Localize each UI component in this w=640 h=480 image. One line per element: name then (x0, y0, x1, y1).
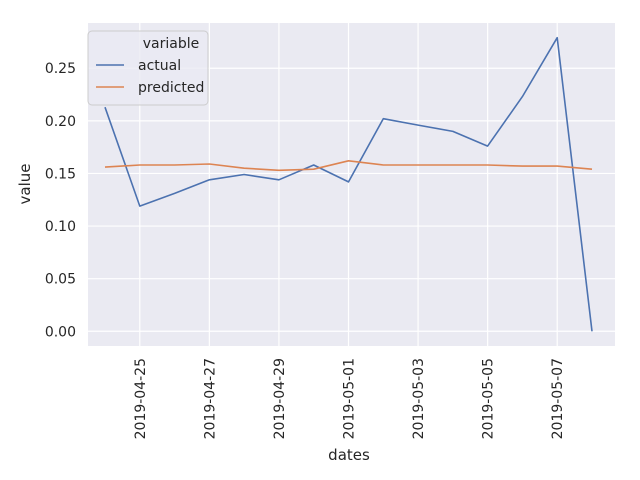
y-tick-label: 0.25 (45, 61, 76, 77)
x-tick-label: 2019-04-25 (133, 358, 149, 439)
y-tick-label: 0.15 (45, 166, 76, 182)
y-tick-label: 0.00 (45, 324, 76, 340)
series-line-actual (104, 36, 593, 332)
x-tick-label: 2019-04-27 (202, 358, 218, 439)
y-tick-label: 0.20 (45, 114, 76, 130)
x-tick-label: 2019-05-07 (550, 358, 566, 439)
y-tick-label: 0.05 (45, 272, 76, 288)
legend-label-predicted: predicted (138, 80, 204, 96)
x-tick-label: 2019-05-03 (411, 358, 427, 439)
y-axis-label: value (16, 164, 34, 205)
legend-title: variable (143, 36, 199, 52)
x-tick-label: 2019-04-29 (272, 358, 288, 439)
x-axis-label: dates (328, 446, 370, 464)
y-tick-label: 0.10 (45, 219, 76, 235)
legend-label-actual: actual (138, 58, 181, 74)
x-tick-label: 2019-05-01 (342, 358, 358, 439)
series-line-predicted (104, 160, 593, 172)
legend: variable actual predicted (87, 30, 209, 106)
x-tick-label: 2019-05-05 (481, 358, 497, 439)
